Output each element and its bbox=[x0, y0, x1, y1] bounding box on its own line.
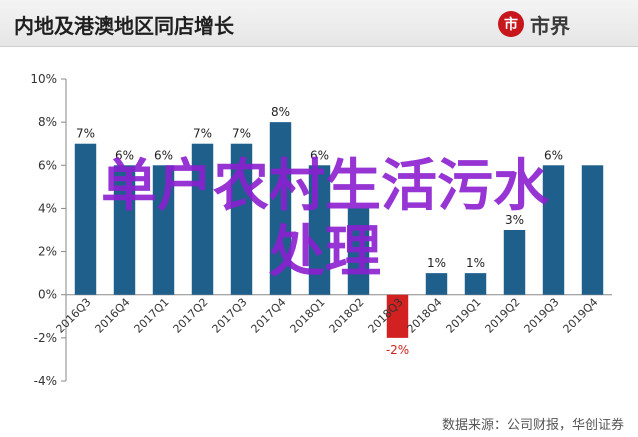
y-tick-label: 0% bbox=[38, 288, 57, 302]
y-tick-label: -2% bbox=[34, 331, 57, 345]
x-tick-label: 2018Q4 bbox=[405, 296, 445, 336]
data-label: 6% bbox=[115, 148, 134, 162]
data-label: 7% bbox=[232, 127, 251, 141]
y-tick-label: 6% bbox=[38, 158, 57, 172]
x-tick-label: 2016Q4 bbox=[93, 296, 133, 336]
header-bar: 内地及港澳地区同店增长 市 市界 bbox=[0, 0, 638, 47]
y-tick-label: 2% bbox=[38, 245, 57, 259]
bar bbox=[74, 143, 97, 295]
y-tick-label: 8% bbox=[38, 115, 57, 129]
bar bbox=[503, 230, 526, 295]
y-tick-label: 10% bbox=[30, 72, 57, 86]
x-tick-label: 2018Q2 bbox=[327, 296, 367, 336]
bar bbox=[425, 273, 448, 295]
bar bbox=[152, 165, 175, 295]
x-tick-label: 2019Q1 bbox=[444, 296, 484, 336]
x-tick-label: 2017Q4 bbox=[249, 296, 289, 336]
chart-title: 内地及港澳地区同店增长 bbox=[14, 14, 234, 38]
data-label: 7% bbox=[76, 127, 95, 141]
x-tick-label: 2019Q2 bbox=[483, 296, 523, 336]
y-tick-label: 4% bbox=[38, 201, 57, 215]
logo-icon: 市 bbox=[498, 11, 524, 37]
x-tick-label: 2019Q3 bbox=[522, 296, 562, 336]
logo-text: 市界 bbox=[530, 13, 570, 38]
bar bbox=[386, 294, 409, 338]
bar bbox=[230, 143, 253, 295]
overlay-line-1: 单户农村生活污水 bbox=[101, 154, 549, 219]
bar bbox=[269, 122, 292, 295]
bar bbox=[581, 165, 604, 295]
y-tick-label: -4% bbox=[34, 374, 57, 388]
overlay-line-2: 处理 bbox=[269, 220, 381, 285]
bar bbox=[347, 208, 370, 295]
bar bbox=[542, 165, 565, 295]
data-label: 6% bbox=[544, 148, 563, 162]
data-label: 6% bbox=[154, 148, 173, 162]
x-tick-label: 2017Q2 bbox=[171, 296, 211, 336]
x-tick-label: 2019Q4 bbox=[561, 296, 601, 336]
x-tick-label: 2017Q3 bbox=[210, 296, 250, 336]
data-label: 1% bbox=[427, 256, 446, 270]
data-label: 7% bbox=[193, 127, 212, 141]
data-label: 3% bbox=[505, 213, 524, 227]
bar bbox=[464, 273, 487, 295]
bar bbox=[191, 143, 214, 295]
data-source-note: 数据来源：公司财报，华创证券 bbox=[441, 418, 624, 433]
data-label: 6% bbox=[310, 148, 329, 162]
bar bbox=[113, 165, 136, 295]
brand-logo: 市 市界 bbox=[498, 10, 570, 38]
x-tick-label: 2017Q1 bbox=[132, 296, 172, 336]
x-tick-label: 2018Q1 bbox=[288, 296, 328, 336]
data-label: -2% bbox=[386, 343, 409, 357]
bar bbox=[308, 165, 331, 295]
data-label: 1% bbox=[466, 256, 485, 270]
overlay-watermark-text: 单户农村生活污水 处理 bbox=[30, 154, 620, 286]
data-label: 8% bbox=[271, 105, 290, 119]
x-tick-label: 2016Q3 bbox=[54, 296, 94, 336]
